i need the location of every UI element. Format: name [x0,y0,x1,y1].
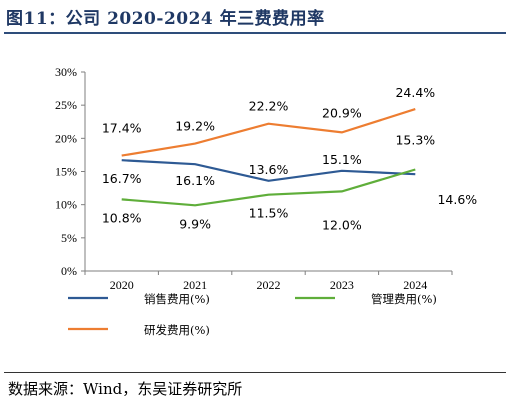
title-divider [4,32,506,34]
legend-label: 管理费用(%) [371,292,437,306]
data-label: 15.3% [395,133,435,148]
y-tick-label: 10% [55,198,77,212]
line-chart: 0%5%10%15%20%25%30%2020 2021 2022 2023 2024 … [55,65,477,337]
data-label: 14.6% [437,192,477,207]
y-tick-label: 20% [55,131,77,145]
y-tick-label: 0% [61,264,77,278]
data-label: 19.2% [175,119,215,134]
x-tick-label: 2024 [403,278,427,292]
series-lines [121,108,416,207]
data-label: 24.4% [395,85,435,100]
data-label: 13.6% [249,162,289,177]
y-tick-label: 15% [55,165,77,179]
data-label: 16.1% [175,173,215,188]
data-labels: 16.7% 16.1% 13.6% 15.1% 14.6% 10.8% 9.9% 11.5% 1… [102,85,477,232]
data-label: 10.8% [102,210,142,225]
chart-legend: 销售费用(%) 管理费用(%) 研发费用(%) [68,292,437,337]
x-tick-label: 2023 [330,278,354,292]
y-tick-label: 30% [55,65,77,79]
source-divider [4,372,506,373]
legend-label: 销售费用(%) [144,292,210,306]
x-tick-label: 2021 [183,278,207,292]
data-label: 20.9% [322,105,362,120]
figure-title: 图11：公司 2020-2024 年三费费用率 [6,9,325,29]
series-line-2 [121,108,416,157]
x-tick-label: 2022 [257,278,281,292]
data-label: 16.7% [102,171,142,186]
data-label: 15.1% [322,152,362,167]
data-label: 12.0% [322,217,362,232]
y-tick-label: 5% [61,231,77,245]
series-line-0 [121,159,416,182]
data-label: 11.5% [249,206,289,221]
series-line-1 [121,168,416,207]
x-tick-label: 2020 [110,278,134,292]
y-tick-label: 25% [55,98,77,112]
data-label: 22.2% [249,99,289,114]
data-label: 17.4% [102,121,142,136]
chart-axes: 0% 5% 10% 15% 20% 25% 30% 2020 2021 2022 2023 2024 [55,65,453,292]
source-note: 数据来源：Wind，东吴证券研究所 [8,380,243,398]
data-label: 9.9% [179,216,211,231]
legend-label: 研发费用(%) [144,323,210,337]
